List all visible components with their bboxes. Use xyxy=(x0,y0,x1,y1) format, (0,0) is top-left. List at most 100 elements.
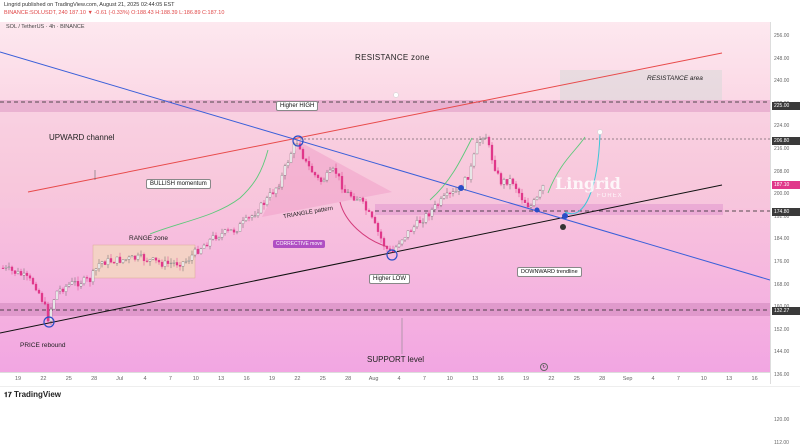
corrective-move-label: CORRECTIVE move xyxy=(273,240,326,248)
candle-body xyxy=(52,299,56,310)
candle-body xyxy=(121,259,125,263)
candle-body xyxy=(331,168,335,171)
candle-body xyxy=(22,272,26,276)
replay-icon[interactable]: ↻ xyxy=(540,363,548,371)
price-tick: 224.00 xyxy=(774,123,790,130)
chart-canvas[interactable]: SOL / TetherUS · 4h · BINANCE RESISTANCE… xyxy=(0,22,770,384)
time-axis[interactable]: 19 22 25 28 Jul 4 7 10 13 16 19 22 25 28 Aug 4 7 10 13 16 19… xyxy=(0,372,770,387)
price-badge: 187.10 xyxy=(772,181,800,189)
candle-body xyxy=(415,220,419,228)
candle-body xyxy=(178,264,182,267)
price-chart-svg[interactable] xyxy=(0,22,770,372)
candle-body xyxy=(127,256,131,260)
candle-body xyxy=(502,179,506,185)
candle-body xyxy=(208,238,212,247)
projection-curve-1 xyxy=(547,136,586,194)
candle-body xyxy=(289,153,293,163)
candle-body xyxy=(424,213,428,223)
tradingview-logo[interactable]: 𝟏𝟕 TradingView xyxy=(4,390,61,400)
price-badge: 225.00 xyxy=(772,102,800,110)
candle-body xyxy=(160,261,164,267)
candle-body xyxy=(172,262,176,264)
candle-body xyxy=(169,262,173,265)
candle-body xyxy=(40,293,44,302)
time-tick: 25 xyxy=(573,376,580,382)
time-tick: 22 xyxy=(294,376,301,382)
candle-body xyxy=(280,175,284,188)
candle-body xyxy=(79,283,83,287)
price-axis[interactable]: 256.00248.00240.00232.00224.00216.00208.… xyxy=(770,22,800,446)
symbol-title: SOL / TetherUS · 4h · BINANCE xyxy=(6,24,85,30)
candle-body xyxy=(115,256,119,264)
candle-body xyxy=(124,259,128,261)
candle-body xyxy=(157,260,161,263)
candle-body xyxy=(433,204,437,210)
candle-body xyxy=(343,189,347,193)
resistance-zone-label: RESISTANCE zone xyxy=(355,53,430,62)
time-tick: 28 xyxy=(599,376,606,382)
upward-channel-label: UPWARD channel xyxy=(49,133,115,142)
candle-body xyxy=(484,137,488,139)
candle-body xyxy=(325,172,329,181)
candle-body xyxy=(355,199,359,201)
time-tick: 13 xyxy=(218,376,225,382)
candle-body xyxy=(301,149,305,159)
candle-body xyxy=(94,268,98,271)
time-tick: Aug xyxy=(368,376,379,382)
publisher-line: Lingrid published on TradingView.com, Au… xyxy=(4,2,175,8)
candle-body xyxy=(82,277,86,284)
candle-body xyxy=(517,188,521,194)
candle-body xyxy=(97,263,101,269)
candle-body xyxy=(73,281,77,283)
candle-body xyxy=(421,222,425,224)
candle-body xyxy=(400,239,404,245)
price-tick: 248.00 xyxy=(774,55,790,62)
time-tick: 7 xyxy=(676,376,680,382)
price-badge: 132.27 xyxy=(772,307,800,315)
candle-body xyxy=(64,286,68,292)
time-tick: Jul xyxy=(116,376,124,382)
candle-body xyxy=(466,176,470,180)
candle-body xyxy=(259,202,263,214)
candle-body xyxy=(529,205,533,208)
candle-body xyxy=(193,248,197,256)
time-tick: 16 xyxy=(243,376,250,382)
time-tick: 7 xyxy=(422,376,426,382)
tv-brand-text: TradingView xyxy=(14,390,62,399)
candle-body xyxy=(448,192,452,194)
candle-body xyxy=(175,262,179,266)
candle-body xyxy=(481,138,485,140)
candle-body xyxy=(238,223,242,232)
time-tick: 4 xyxy=(143,376,147,382)
time-tick: 16 xyxy=(497,376,504,382)
higher-high-label: Higher HIGH xyxy=(276,101,319,111)
watermark-logo: Lingrid xyxy=(555,174,621,193)
candle-body xyxy=(478,139,482,143)
time-tick: 25 xyxy=(65,376,72,382)
higher-low-marker xyxy=(386,249,398,261)
time-tick: 28 xyxy=(345,376,352,382)
price-tick: 216.00 xyxy=(774,146,790,152)
candle-body xyxy=(55,290,59,300)
candle-body xyxy=(70,281,74,285)
corrective-curve xyxy=(339,201,389,248)
price-tick: 120.00 xyxy=(774,417,790,424)
time-tick: 10 xyxy=(192,376,199,382)
candle-body xyxy=(439,198,443,206)
candle-body xyxy=(367,210,371,212)
candle-body xyxy=(313,172,317,176)
time-tick: 22 xyxy=(40,376,47,382)
price-badge: 206.80 xyxy=(772,137,800,145)
candle-body xyxy=(406,230,410,238)
candle-body xyxy=(412,226,416,232)
candle-body xyxy=(88,278,92,283)
candle-body xyxy=(214,235,218,240)
candle-body xyxy=(532,199,536,206)
candle-body xyxy=(538,190,542,198)
candle-body xyxy=(526,202,530,208)
price-tick: 208.00 xyxy=(774,168,790,175)
candle-body xyxy=(358,197,362,201)
channel-upper-line xyxy=(27,52,723,193)
candle-body xyxy=(187,260,191,262)
candle-body xyxy=(541,185,545,191)
